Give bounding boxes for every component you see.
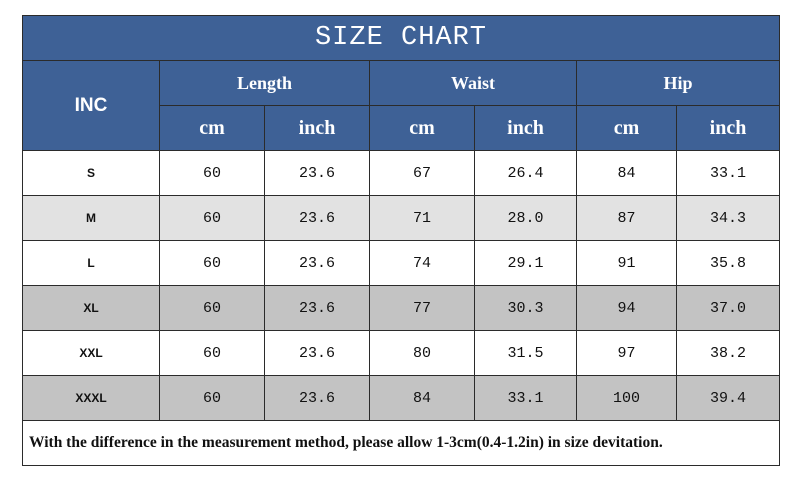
measurement: 74 <box>369 240 475 286</box>
measurement: 33.1 <box>676 150 780 196</box>
measurement: 60 <box>159 330 265 376</box>
measurement: 91 <box>576 240 677 286</box>
measurement: 80 <box>369 330 475 376</box>
measurement: 39.4 <box>676 375 780 421</box>
measurement: 30.3 <box>474 285 577 331</box>
size-label: XL <box>22 285 160 331</box>
measurement: 77 <box>369 285 475 331</box>
unit-header: cm <box>159 105 265 151</box>
measurement: 84 <box>369 375 475 421</box>
size-table: SIZE CHART INC Length Waist Hip cm inch cm in… <box>22 15 780 466</box>
measurement: 23.6 <box>264 330 370 376</box>
unit-header: inch <box>676 105 780 151</box>
measurement: 38.2 <box>676 330 780 376</box>
measurement: 23.6 <box>264 375 370 421</box>
group-header: Waist <box>369 60 577 106</box>
measurement: 31.5 <box>474 330 577 376</box>
measurement: 23.6 <box>264 195 370 241</box>
measurement: 35.8 <box>676 240 780 286</box>
unit-header: cm <box>369 105 475 151</box>
measurement: 23.6 <box>264 240 370 286</box>
size-label: L <box>22 240 160 286</box>
size-row: XXXL 60 23.6 84 33.1 100 39.4 <box>22 375 780 421</box>
measurement: 100 <box>576 375 677 421</box>
size-label: XXXL <box>22 375 160 421</box>
size-label: M <box>22 195 160 241</box>
title: SIZE CHART <box>22 15 780 61</box>
measurement: 60 <box>159 285 265 331</box>
size-row: S 60 23.6 67 26.4 84 33.1 <box>22 150 780 196</box>
size-row: XXL 60 23.6 80 31.5 97 38.2 <box>22 330 780 376</box>
size-label: XXL <box>22 330 160 376</box>
measurement: 60 <box>159 195 265 241</box>
unit-header: inch <box>264 105 370 151</box>
measurement: 71 <box>369 195 475 241</box>
group-header: Hip <box>576 60 780 106</box>
measurement: 26.4 <box>474 150 577 196</box>
measurement: 60 <box>159 240 265 286</box>
measurement: 60 <box>159 375 265 421</box>
measurement: 28.0 <box>474 195 577 241</box>
measurement: 33.1 <box>474 375 577 421</box>
note: With the difference in the measurement m… <box>22 420 780 466</box>
measurement: 87 <box>576 195 677 241</box>
measurement: 97 <box>576 330 677 376</box>
size-chart: SIZE CHART INC Length Waist Hip cm inch cm in… <box>22 15 780 466</box>
size-row: M 60 23.6 71 28.0 87 34.3 <box>22 195 780 241</box>
measurement: 23.6 <box>264 285 370 331</box>
unit-header: cm <box>576 105 677 151</box>
group-header: Length <box>159 60 370 106</box>
size-row: XL 60 23.6 77 30.3 94 37.0 <box>22 285 780 331</box>
measurement: 94 <box>576 285 677 331</box>
measurement: 34.3 <box>676 195 780 241</box>
size-label: S <box>22 150 160 196</box>
measurement: 60 <box>159 150 265 196</box>
size-row: L 60 23.6 74 29.1 91 35.8 <box>22 240 780 286</box>
measurement: 67 <box>369 150 475 196</box>
measurement: 23.6 <box>264 150 370 196</box>
corner-header: INC <box>22 60 160 151</box>
unit-header: inch <box>474 105 577 151</box>
measurement: 37.0 <box>676 285 780 331</box>
measurement: 29.1 <box>474 240 577 286</box>
measurement: 84 <box>576 150 677 196</box>
